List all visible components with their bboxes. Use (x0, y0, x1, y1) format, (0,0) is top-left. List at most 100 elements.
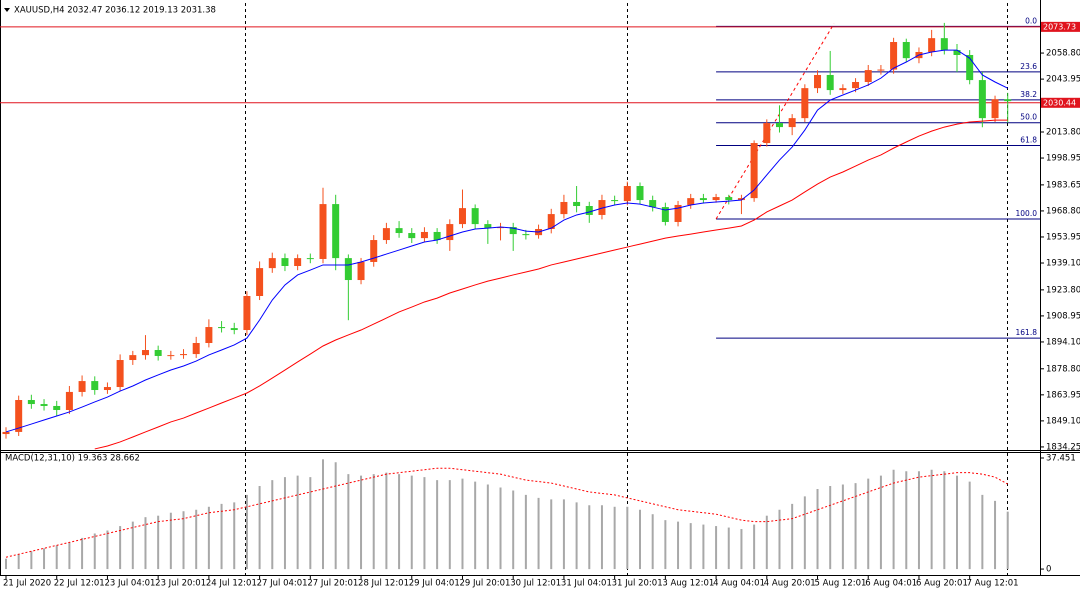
moving-average (94, 119, 1008, 450)
candle-body (547, 214, 555, 229)
candle-body (814, 74, 822, 89)
fib-trendline (715, 23, 835, 220)
candle-body (687, 198, 695, 205)
y-tick-label: 2043.95 (1046, 75, 1080, 85)
y-tick-label: 1894.10 (1046, 337, 1080, 347)
macd-signal (5, 467, 1008, 558)
y-tick-label: 1983.65 (1046, 180, 1080, 190)
macd-y-tick-label: 37.451 (1046, 454, 1076, 464)
candle-body (319, 204, 327, 259)
menu-arrow[interactable] (4, 8, 10, 12)
x-tick-label: 23 Jul 20:01 (155, 579, 206, 589)
candle-body (522, 234, 530, 236)
price-marker (1041, 21, 1080, 32)
candle-body (966, 54, 974, 81)
candle-body (332, 204, 340, 259)
candle-body (281, 258, 289, 267)
candle-body (598, 200, 606, 215)
candle-body (180, 354, 188, 356)
fib-label: 161.8 (1016, 328, 1038, 337)
y-tick-label: 1998.95 (1046, 154, 1080, 164)
candle-body (420, 231, 428, 239)
x-tick-label: 30 Jul 12:01 (510, 579, 561, 589)
candle-body (712, 197, 720, 201)
candle-body (585, 206, 593, 215)
candle-body (864, 70, 872, 83)
candle-body (661, 207, 669, 222)
y-tick-label: 1953.95 (1046, 232, 1080, 242)
y-tick-label: 1968.80 (1046, 206, 1080, 216)
x-tick-label: 7 Aug 12:01 (967, 579, 1019, 589)
candle-body (192, 343, 200, 355)
candle-body (15, 400, 23, 432)
candle-body (129, 355, 137, 361)
candle-body (218, 327, 226, 329)
y-tick-label: 1923.80 (1046, 285, 1080, 295)
y-tick-label: 1939.10 (1046, 259, 1080, 269)
candle-body (877, 69, 885, 71)
candle-body (154, 350, 162, 356)
x-tick-label: 31 Jul 20:01 (612, 579, 663, 589)
fib-label: 61.8 (1020, 135, 1037, 144)
candle-body (268, 258, 276, 269)
x-tick-label: 27 Jul 04:01 (257, 579, 308, 589)
candle-body (560, 201, 568, 215)
x-tick-label: 4 Aug 20:01 (764, 579, 816, 589)
candle-body (940, 38, 948, 51)
fib-label: 23.6 (1020, 62, 1037, 71)
candle-body (902, 42, 910, 59)
candle-body (953, 50, 961, 55)
candle-body (649, 200, 657, 208)
x-tick-label: 28 Jul 12:01 (358, 579, 409, 589)
price-marker-label: 2073.73 (1043, 22, 1076, 31)
y-tick-label: 2013.80 (1046, 127, 1080, 137)
x-tick-label: 6 Aug 04:01 (865, 579, 917, 589)
fib-label: 38.2 (1020, 90, 1037, 99)
price-marker (1041, 97, 1080, 108)
candle-body (763, 123, 771, 144)
macd-y-tick-label: 0 (1046, 565, 1051, 575)
y-tick-label: 1908.95 (1046, 311, 1080, 321)
candle-body (484, 224, 492, 229)
candle-body (433, 231, 441, 241)
candle-body (141, 350, 149, 356)
price-marker-label: 2030.44 (1043, 98, 1076, 107)
candle-body (699, 198, 707, 201)
x-tick-label: 23 Jul 04:01 (104, 579, 155, 589)
candle-body (978, 80, 986, 119)
candle-body (801, 88, 809, 119)
candle-body (116, 360, 124, 388)
x-tick-label: 27 Jul 20:01 (307, 579, 358, 589)
candle-body (357, 261, 365, 281)
candle-body (408, 233, 416, 239)
candle-body (750, 143, 758, 199)
candle-body (40, 404, 48, 406)
chart-title: XAUUSD,H4 2032.47 2036.12 2019.13 2031.3… (14, 6, 216, 16)
candle-body (991, 99, 999, 119)
candle-body (382, 228, 390, 241)
x-tick-label: 4 Aug 04:01 (713, 579, 765, 589)
x-tick-label: 29 Jul 04:01 (409, 579, 460, 589)
candle-body (1004, 99, 1012, 102)
y-tick-label: 1834.25 (1046, 442, 1080, 452)
x-tick-label: 21 Jul 2020 (3, 579, 51, 589)
candle-body (737, 198, 745, 201)
candle-body (91, 381, 99, 391)
fib-label: 50.0 (1020, 113, 1037, 122)
candle-body (573, 201, 581, 207)
x-tick-label: 3 Aug 12:01 (662, 579, 714, 589)
candle-body (53, 405, 61, 411)
candle-body (205, 327, 213, 344)
x-tick-label: 24 Jul 12:01 (206, 579, 257, 589)
candle-body (230, 328, 238, 331)
x-tick-label: 31 Jul 04:01 (561, 579, 612, 589)
candle-body (788, 118, 796, 128)
candle-body (243, 295, 251, 331)
candle-body (826, 74, 834, 91)
candle-body (65, 391, 73, 411)
candle-body (509, 227, 517, 235)
candle-body (458, 208, 466, 225)
